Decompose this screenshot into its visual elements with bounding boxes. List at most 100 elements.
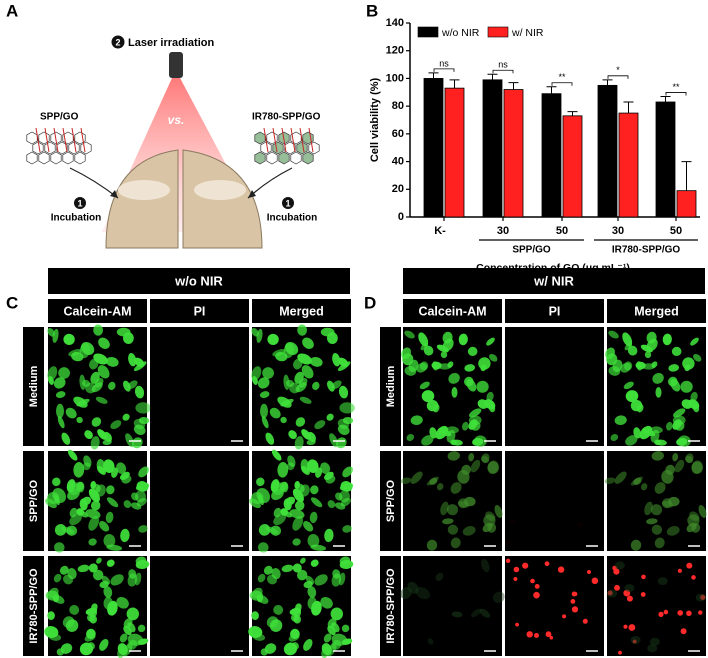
hexagon <box>296 141 308 155</box>
cell <box>640 344 653 353</box>
nucleus <box>557 566 565 573</box>
cell <box>400 477 412 484</box>
y-tick-label: 20 <box>392 183 404 195</box>
cell <box>327 500 336 509</box>
cell <box>462 526 476 536</box>
cell <box>130 502 142 510</box>
cell <box>309 511 318 524</box>
x-tick-label: 50 <box>556 225 568 237</box>
cell <box>644 351 652 359</box>
cell <box>607 589 618 598</box>
column-header: Merged <box>279 304 323 318</box>
hexagon <box>254 151 266 165</box>
y-tick-label: 140 <box>386 17 404 29</box>
cell <box>492 591 505 603</box>
cell <box>680 380 693 393</box>
cell <box>47 328 55 337</box>
cell <box>128 352 137 367</box>
cell <box>489 353 498 362</box>
nucleus <box>628 624 636 631</box>
cell <box>685 453 694 463</box>
nucleus <box>626 595 633 602</box>
significance-bracket <box>551 82 573 86</box>
cell <box>326 332 338 344</box>
cell <box>688 399 700 410</box>
cell <box>103 534 116 548</box>
cell <box>69 513 82 526</box>
cell <box>487 461 499 474</box>
nucleus <box>640 592 646 597</box>
cell <box>79 374 86 390</box>
schematic: 2 Laser irradiation vs. SPP/GO IR780-SPP… <box>26 35 321 249</box>
cell <box>686 522 697 533</box>
legend-label: w/o NIR <box>441 27 480 39</box>
x-tick-label: 30 <box>497 225 509 237</box>
cell <box>123 625 132 636</box>
cell <box>257 377 270 389</box>
cell <box>89 609 98 618</box>
cell <box>331 573 342 587</box>
cell <box>325 475 336 484</box>
cell <box>470 459 481 473</box>
cell <box>44 626 59 638</box>
cell <box>339 490 350 503</box>
micrograph <box>403 556 502 656</box>
cell <box>415 586 431 600</box>
cell <box>81 496 92 506</box>
error-bar <box>508 82 519 90</box>
cell <box>293 609 302 618</box>
cell <box>646 331 657 344</box>
hexagon <box>32 141 44 155</box>
cell <box>410 415 423 426</box>
step-number: 2 <box>115 37 120 47</box>
hexagon <box>302 151 314 165</box>
cell <box>135 402 151 414</box>
nucleus <box>686 610 692 617</box>
step-label: Laser irradiation <box>128 37 214 49</box>
cell <box>290 628 300 639</box>
cell <box>604 477 616 484</box>
bar <box>423 78 444 218</box>
hexagon <box>290 151 302 165</box>
sample-label: SPP/GO <box>40 112 79 123</box>
hexagon <box>44 141 56 155</box>
cell <box>327 643 337 657</box>
cell <box>82 462 91 471</box>
cell <box>668 376 678 387</box>
polymer-chain <box>299 127 305 153</box>
cell <box>446 504 459 516</box>
cell <box>273 604 284 615</box>
graphene-sheets <box>26 127 320 165</box>
y-tick-label: 100 <box>386 72 404 84</box>
cell <box>62 616 75 628</box>
cell <box>484 399 496 410</box>
micrograph <box>505 327 604 446</box>
error-bar <box>546 86 557 94</box>
cell <box>640 483 648 491</box>
cell <box>123 500 132 509</box>
cell <box>118 180 170 200</box>
nucleus <box>513 577 518 581</box>
row-header: IR780-SPP/GO <box>28 568 40 644</box>
cell <box>340 481 353 492</box>
row-header-bar <box>380 556 401 656</box>
polymer-chain <box>62 127 68 153</box>
cell <box>469 408 482 418</box>
cell <box>55 391 66 399</box>
cell <box>73 462 85 478</box>
hexagon <box>254 131 266 145</box>
significance-bracket <box>665 92 687 96</box>
cell <box>106 485 115 495</box>
cell <box>93 569 104 581</box>
bar <box>444 87 465 218</box>
cell <box>69 604 80 615</box>
cell <box>476 380 489 393</box>
cell <box>120 528 130 543</box>
cell <box>116 597 129 609</box>
significance-label: ** <box>558 72 566 82</box>
cell <box>281 564 294 573</box>
nucleus <box>623 624 628 629</box>
cell <box>295 417 306 427</box>
cell <box>67 568 77 580</box>
y-tick-label: 0 <box>398 211 404 223</box>
